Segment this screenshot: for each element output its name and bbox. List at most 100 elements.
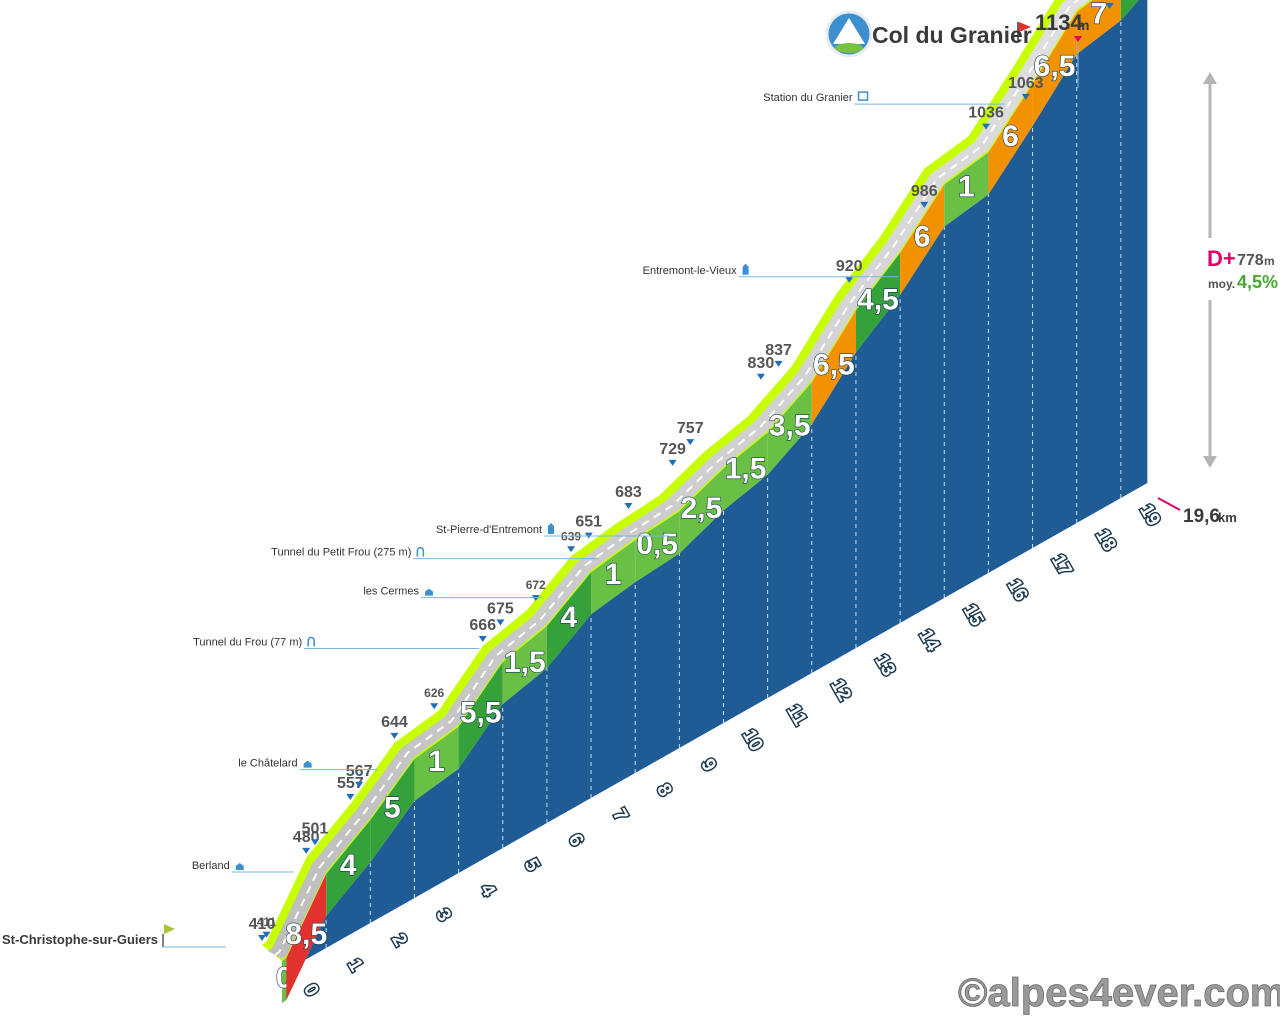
grade-label: 8,5 bbox=[285, 918, 327, 951]
grade-label: 6 bbox=[914, 221, 931, 254]
altitude-marker-icon bbox=[430, 703, 439, 710]
km-tick-label: 11 bbox=[782, 701, 810, 729]
gradient-labels: 08,54515,51,5410,52,51,53,56,54,56166,57… bbox=[275, 0, 1139, 1003]
altitude-marker-icon bbox=[920, 201, 929, 208]
place-name: Entremont-le-Vieux bbox=[643, 265, 737, 277]
avg-label: moy. bbox=[1208, 277, 1235, 291]
grade-label: 5,5 bbox=[460, 696, 502, 729]
km-tick-label: 17 bbox=[1047, 551, 1076, 580]
altitude-marker-icon bbox=[355, 781, 364, 788]
km-tick-label: 3 bbox=[431, 905, 454, 925]
altitude-marker-icon bbox=[567, 546, 576, 553]
km-tick-label: 10 bbox=[738, 726, 767, 755]
altitude-label: 1036 bbox=[968, 105, 1004, 122]
grade-segment bbox=[546, 572, 592, 669]
altitude-label: 920 bbox=[836, 258, 863, 275]
altitude-label: 626 bbox=[424, 686, 444, 700]
altitude-marker-icon bbox=[496, 619, 505, 626]
house-icon bbox=[235, 862, 244, 870]
altitude-label: 1134 bbox=[1092, 0, 1127, 1]
ski-lift-icon bbox=[857, 91, 869, 101]
km-tick-label: 1 bbox=[343, 955, 367, 975]
grade-label: 5 bbox=[384, 791, 401, 824]
altitude-marker-icon bbox=[390, 732, 399, 739]
grade-segment bbox=[855, 252, 901, 353]
altitude-label: 411 bbox=[257, 915, 277, 929]
climb-summary: D+ 778 m moy. 4,5% bbox=[1207, 246, 1278, 292]
grade-segment bbox=[679, 468, 724, 554]
road-edge bbox=[262, 0, 1093, 961]
place-name: Berland bbox=[192, 860, 230, 872]
altitude-label: 672 bbox=[526, 578, 546, 592]
km-tick-label: 0 bbox=[299, 980, 322, 1000]
altitude-label: 567 bbox=[346, 763, 373, 780]
place-labels: Berland le Châtelard Tunnel du Frou (77 m)… bbox=[192, 91, 1005, 873]
road-surface bbox=[268, 0, 1090, 959]
km-dividers bbox=[325, 20, 1122, 948]
church-icon bbox=[548, 522, 555, 534]
altitude-label: 651 bbox=[575, 514, 602, 531]
km-tick-label: 9 bbox=[696, 755, 719, 775]
grade-segment bbox=[282, 957, 287, 1003]
mountain-icon bbox=[825, 10, 873, 58]
altitude-label: 830 bbox=[748, 355, 775, 372]
grade-segment bbox=[723, 432, 768, 511]
profile-face bbox=[282, 0, 1148, 1003]
d-plus-value: 778 bbox=[1237, 252, 1264, 269]
altitude-marker-icon bbox=[845, 276, 854, 283]
altitude-marker-icon bbox=[1021, 93, 1030, 100]
altitude-label: 757 bbox=[677, 420, 704, 437]
place-name: Station du Granier bbox=[763, 92, 853, 104]
place-name: le Châtelard bbox=[238, 758, 297, 770]
start-header: St-Christophe-sur-Guiers bbox=[2, 924, 226, 948]
altitude-marker-icon bbox=[1105, 3, 1114, 10]
grade-segment bbox=[811, 310, 856, 425]
copyright-watermark: ©alpes4ever.com bbox=[958, 971, 1280, 1015]
grade-label: 1,5 bbox=[504, 646, 546, 679]
grade-segment bbox=[988, 84, 1033, 195]
grade-segment bbox=[370, 758, 415, 863]
grade-segment bbox=[326, 820, 371, 916]
altitude-marker-icon bbox=[258, 935, 266, 941]
summit-marker-icon bbox=[1074, 36, 1082, 42]
place-name: St-Pierre-d'Entremont bbox=[436, 524, 542, 536]
altitude-label: 729 bbox=[659, 441, 686, 458]
altitude-marker-icon bbox=[756, 373, 765, 380]
profile-body bbox=[282, 0, 1148, 1003]
altitude-marker-icon bbox=[478, 635, 487, 642]
house-icon bbox=[303, 760, 312, 768]
grade-label: 6 bbox=[1002, 120, 1019, 153]
grade-segment bbox=[591, 540, 636, 615]
grade-label: 6,5 bbox=[1034, 50, 1076, 83]
altitude-marker-icon bbox=[686, 439, 695, 446]
road-band bbox=[262, 0, 1093, 961]
grade-label: 6,5 bbox=[813, 348, 855, 381]
grade-segment bbox=[1032, 12, 1077, 127]
altitude-marker-icon bbox=[302, 847, 311, 854]
place-name: les Cermes bbox=[363, 586, 419, 598]
start-name: St-Christophe-sur-Guiers bbox=[2, 932, 158, 947]
grade-label: 2,5 bbox=[681, 492, 723, 525]
km-tick-label: 5 bbox=[520, 855, 544, 875]
house-icon bbox=[424, 588, 433, 596]
d-plus-label: D+ bbox=[1207, 246, 1236, 271]
km-tick-label: 14 bbox=[914, 626, 943, 655]
distance-value: 19,6 bbox=[1183, 506, 1220, 527]
grade-label: 0,5 bbox=[636, 528, 678, 561]
altitude-marker-icon bbox=[774, 360, 783, 367]
avg-value: 4,5% bbox=[1237, 272, 1278, 292]
grade-label: 4,5 bbox=[857, 284, 899, 317]
altitude-label: 837 bbox=[765, 342, 792, 359]
km-tick-label: 15 bbox=[959, 601, 988, 630]
altitude-marker-icon bbox=[262, 931, 271, 938]
church-icon bbox=[742, 263, 749, 275]
km-tick-label: 16 bbox=[1003, 576, 1032, 605]
grade-segment bbox=[1076, 0, 1121, 55]
d-plus-unit: m bbox=[1264, 254, 1275, 268]
grade-segment bbox=[458, 661, 503, 769]
summit-name: Col du Granier bbox=[872, 22, 1032, 48]
altitude-label: 666 bbox=[469, 617, 496, 634]
km-tick-label: 12 bbox=[826, 676, 855, 705]
total-distance: 19,6 km bbox=[1157, 497, 1237, 527]
